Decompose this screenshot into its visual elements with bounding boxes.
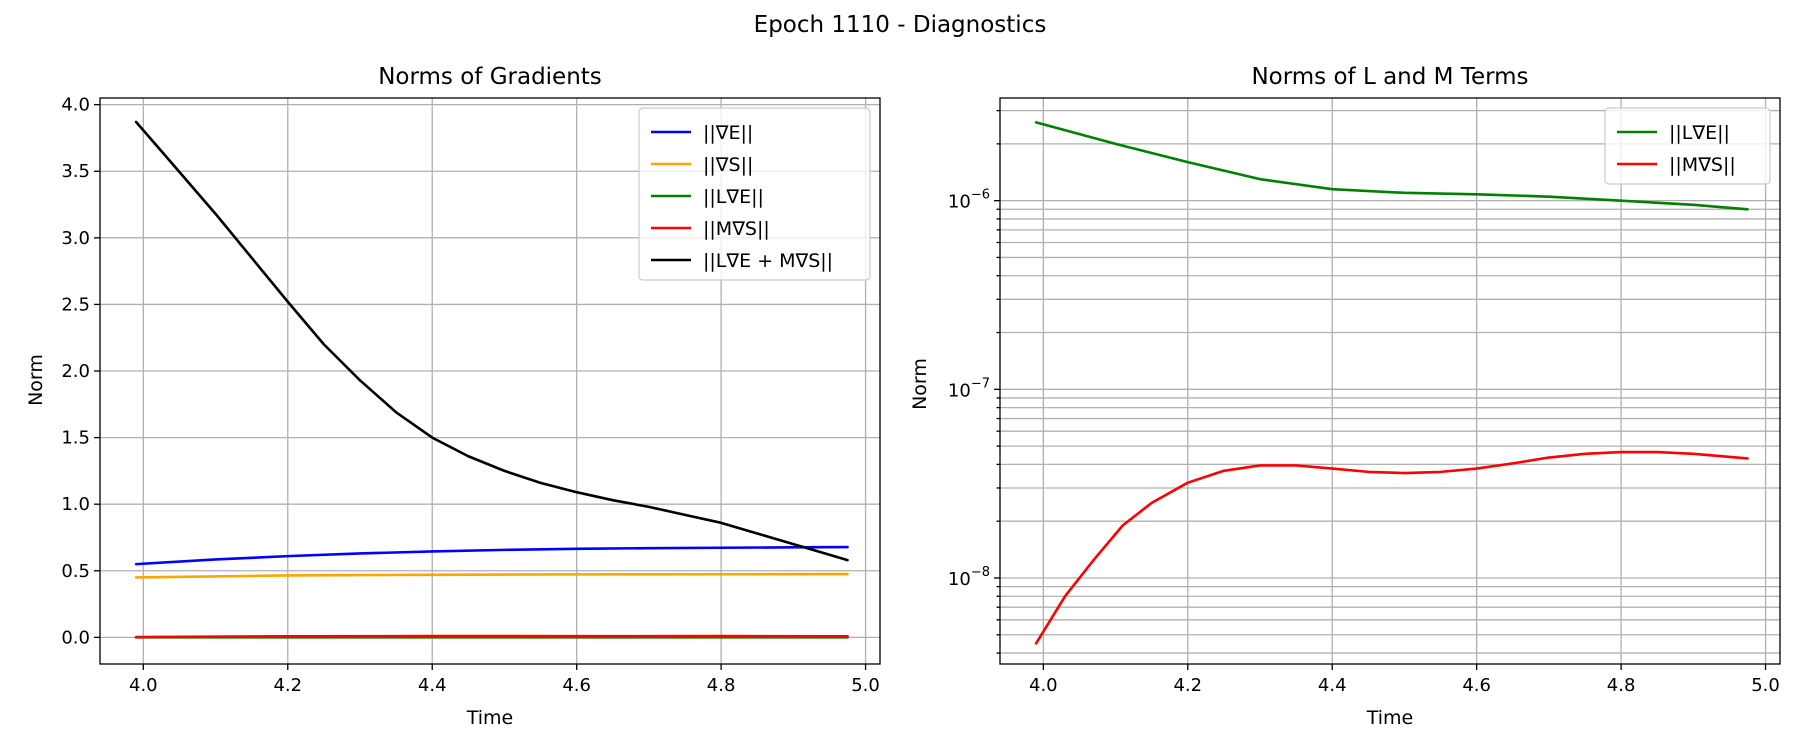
y-tick-label: 2.0 — [61, 361, 90, 382]
x-tick-label: 4.6 — [1462, 675, 1491, 696]
series-line-m-s — [134, 634, 849, 639]
series-line-s — [134, 572, 849, 579]
x-tick-label: 4.8 — [707, 675, 736, 696]
gradients-panel: Norms of Gradients Time Norm 4.0 4.2 4.4 4.… — [25, 64, 881, 729]
x-tick-label: 4.6 — [562, 675, 591, 696]
x-tick-label: 4.4 — [1318, 675, 1347, 696]
lm-terms-panel-title: Norms of L and M Terms — [1251, 64, 1528, 90]
legend-entry: ||L∇E|| — [703, 186, 764, 208]
gradients-panel-xlabel: Time — [466, 707, 514, 729]
y-tick-label: 1.0 — [61, 494, 90, 515]
figure-suptitle: Epoch 1110 - Diagnostics — [754, 12, 1047, 38]
series-line-m-s — [1034, 450, 1749, 645]
y-tick-label: 0.5 — [61, 561, 90, 582]
x-tick-label: 5.0 — [1751, 675, 1780, 696]
legend-entry: ||L∇E + M∇S|| — [703, 250, 833, 272]
lm-terms-legend: ||L∇E|| ||M∇S|| — [1604, 107, 1771, 185]
y-tick-label: 0.0 — [61, 627, 90, 648]
y-tick-label: 2.5 — [61, 294, 90, 315]
y-tick-label: 10−6 — [948, 188, 990, 213]
x-tick-label: 4.8 — [1607, 675, 1636, 696]
lm-terms-panel-xlabel: Time — [1366, 707, 1414, 729]
series-line-l-e — [1034, 121, 1749, 211]
gradients-plot-frame — [99, 97, 881, 665]
gradients-panel-ylabel: Norm — [25, 354, 47, 406]
x-tick-label: 4.0 — [129, 675, 158, 696]
y-tick-label: 10−8 — [948, 565, 990, 590]
gradients-panel-title: Norms of Gradients — [378, 64, 602, 90]
legend-box — [638, 107, 871, 281]
legend-entry: ||M∇S|| — [703, 218, 770, 240]
y-tick-label: 10−7 — [948, 376, 990, 401]
legend-entry: ||M∇S|| — [1669, 154, 1736, 176]
lm-terms-series-lines — [1034, 121, 1749, 645]
lm-terms-panel-ylabel: Norm — [909, 358, 931, 410]
x-tick-label: 4.2 — [1173, 675, 1202, 696]
legend-entry: ||∇E|| — [703, 122, 753, 144]
y-tick-label: 4.0 — [61, 95, 90, 116]
x-tick-label: 5.0 — [851, 675, 880, 696]
y-tick-label: 3.5 — [61, 161, 90, 182]
gradients-series-lines — [134, 120, 849, 639]
lm-terms-grid — [1000, 98, 1780, 664]
x-tick-label: 4.4 — [418, 675, 447, 696]
y-tick-label: 3.0 — [61, 228, 90, 249]
x-tick-label: 4.2 — [273, 675, 302, 696]
y-tick-label: 1.5 — [61, 428, 90, 449]
lm-terms-panel: Norms of L and M Terms Time Norm 4.0 4.2 4… — [909, 64, 1781, 729]
legend-entry: ||L∇E|| — [1669, 122, 1730, 144]
x-tick-label: 4.0 — [1029, 675, 1058, 696]
series-line-e — [134, 545, 849, 566]
gradients-legend: ||∇E|| ||∇S|| ||L∇E|| ||M∇S|| ||L∇E + M∇S|| — [638, 107, 871, 281]
series-line-l-e-m-s — [134, 120, 849, 562]
legend-entry: ||∇S|| — [703, 154, 753, 176]
lm-terms-plot-frame — [999, 97, 1781, 665]
